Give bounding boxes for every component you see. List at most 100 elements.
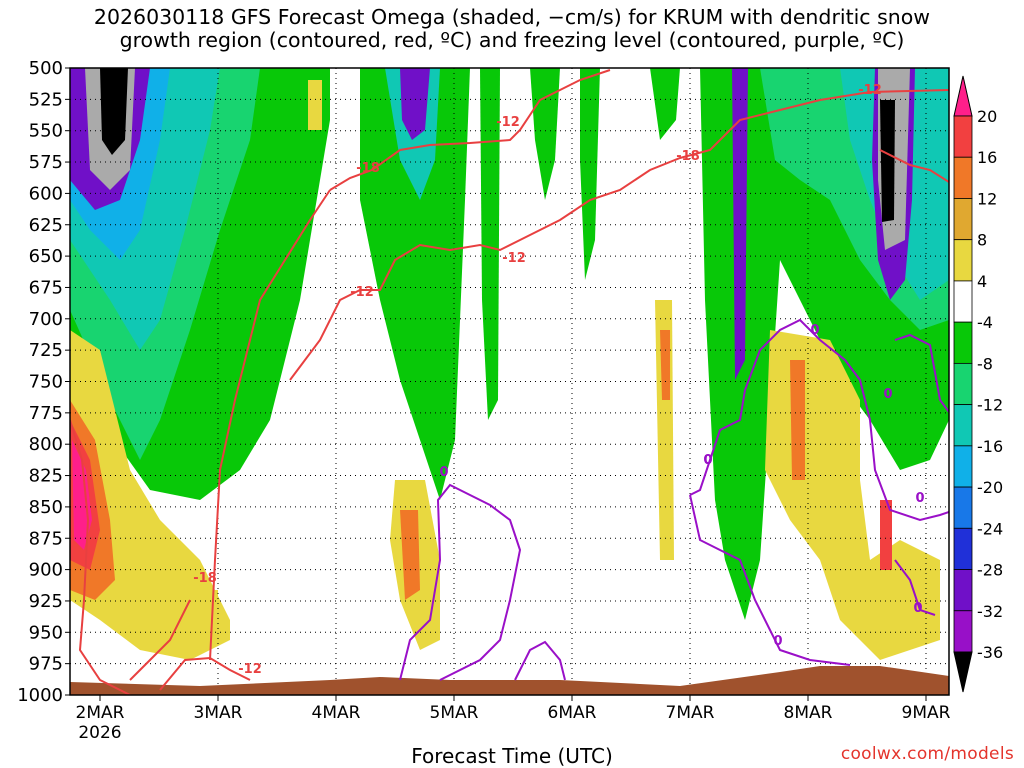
dgz-contour-label: -18	[356, 161, 380, 176]
y-tick-label: 700	[29, 309, 63, 330]
y-tick-label: 500	[29, 58, 63, 79]
dgz-contour-18-left	[70, 419, 131, 695]
freezing-contour-5mar	[399, 483, 522, 681]
freezing-contour-label: 0	[703, 453, 712, 468]
colorbar-tick-label: -28	[977, 561, 1003, 580]
colorbar-segment	[953, 198, 973, 241]
colorbar-segment	[953, 404, 973, 447]
colorbar-tick-label: -4	[977, 313, 993, 332]
freezing-level-contours	[399, 318, 949, 681]
colorbar-tick-label: 20	[977, 107, 997, 126]
omega-field-green-streak3	[580, 68, 600, 280]
dgz-contour-18-bottom	[129, 599, 191, 681]
x-tick-label: 9MAR	[902, 703, 951, 723]
y-tick-label: 525	[29, 89, 63, 110]
y-tick-label: 850	[29, 497, 63, 518]
colorbar-tick-label: -24	[977, 519, 1003, 538]
omega-field-yellow-right	[765, 330, 940, 660]
freezing-contour-label: 0	[913, 601, 922, 616]
x-tick-label: 8MAR	[784, 703, 833, 723]
colorbar-segment	[953, 321, 973, 364]
y-tick-label: 925	[29, 591, 63, 612]
omega-field-green-streak4	[650, 68, 680, 140]
dgz-contour-label: -12	[238, 662, 262, 677]
omega-field-yellow-streak-4mar	[308, 80, 322, 130]
colorbar-segment	[953, 156, 973, 199]
colorbar-segment	[953, 115, 973, 158]
x-tick-label: 5MAR	[430, 703, 479, 723]
freezing-contour-9mar	[894, 333, 949, 413]
colorbar-tick-label: -36	[977, 643, 1003, 662]
omega-field-orange-right	[790, 360, 805, 480]
freezing-contour-6mar	[514, 640, 566, 681]
dgz-contour-label: -18	[193, 571, 217, 586]
y-tick-label: 550	[29, 121, 63, 142]
freezing-contour-label: 0	[810, 323, 819, 338]
freezing-contour-label: 0	[703, 453, 712, 468]
y-tick-label: 1000	[17, 685, 63, 706]
dgz-contour-12-lower	[289, 89, 949, 381]
colorbar-segment	[953, 280, 973, 323]
colorbar-tick-label: 4	[977, 272, 987, 291]
freezing-contour-label: 0	[883, 387, 892, 402]
chart-title: 2026030118 GFS Forecast Omega (shaded, −…	[0, 6, 1024, 52]
dgz-contour-ramp	[209, 189, 331, 661]
x-tick-label: 2MAR	[76, 703, 125, 723]
credit-link[interactable]: coolwx.com/models	[840, 744, 1014, 764]
y-tick-label: 950	[29, 622, 63, 643]
freezing-contour-label: 0	[773, 634, 782, 649]
omega-field-orange-mid	[400, 510, 420, 600]
omega-field-green-mid	[360, 68, 470, 500]
x-tick-label: 4MAR	[312, 703, 361, 723]
colorbar-tick-label: -8	[977, 354, 993, 373]
freezing-contour-8mar-lower	[689, 494, 851, 666]
y-axis-ticks: 500 525 550 575 600 625 650 675 700 725 750 775 800 8…	[17, 58, 70, 706]
omega-field-yellow-streak-3mar	[205, 590, 218, 620]
omega-field-purple-streak	[732, 68, 748, 380]
colorbar-tick-label: 16	[977, 148, 997, 167]
y-tick-label: 775	[29, 403, 63, 424]
colorbar-segment	[953, 610, 973, 653]
colorbar-tick-label: -12	[977, 396, 1003, 415]
y-tick-label: 650	[29, 246, 63, 267]
y-tick-label: 600	[29, 183, 63, 204]
x-tick-label: 6MAR	[548, 703, 597, 723]
colorbar-segment	[953, 527, 973, 570]
dgz-contour-label: -12	[502, 251, 526, 266]
omega-field-green-streak2	[530, 68, 560, 200]
y-tick-label: 750	[29, 372, 63, 393]
colorbar-tick-label: -32	[977, 602, 1003, 621]
colorbar-segment	[953, 486, 973, 529]
y-tick-label: 825	[29, 466, 63, 487]
omega-field-purple-mid	[400, 68, 430, 140]
y-tick-label: 625	[29, 215, 63, 236]
dgz-contour-12-right	[879, 149, 949, 183]
colorbar-segment	[953, 445, 973, 488]
dgz-contours	[70, 69, 949, 695]
colorbar-tick-label: -20	[977, 478, 1003, 497]
freezing-contour-9mar-low	[894, 559, 936, 616]
omega-field-green-streak1	[480, 68, 500, 420]
y-tick-label: 575	[29, 152, 63, 173]
freezing-contour-label: 0	[915, 491, 924, 506]
chart-title-line2: growth region (contoured, red, ºC) and f…	[119, 28, 905, 52]
dgz-contour-label: -12	[496, 115, 520, 130]
freezing-contour-8mar	[689, 318, 949, 522]
dgz-contour-label: -12	[350, 285, 374, 300]
y-tick-label: 800	[29, 434, 63, 455]
colorbar-tick-label: 8	[977, 231, 987, 250]
dgz-contour-label: -12	[858, 83, 882, 98]
x-tick-label: 3MAR	[194, 703, 243, 723]
x-axis-label: Forecast Time (UTC)	[411, 744, 613, 768]
terrain-ground	[70, 666, 949, 695]
y-tick-label: 725	[29, 340, 63, 361]
colorbar-segment	[953, 362, 973, 406]
colorbar-top-arrow	[953, 75, 973, 117]
y-tick-label: 875	[29, 528, 63, 549]
y-tick-label: 900	[29, 560, 63, 581]
colorbar-bottom-arrow	[953, 651, 973, 693]
colorbar-tick-label: 12	[977, 189, 997, 208]
